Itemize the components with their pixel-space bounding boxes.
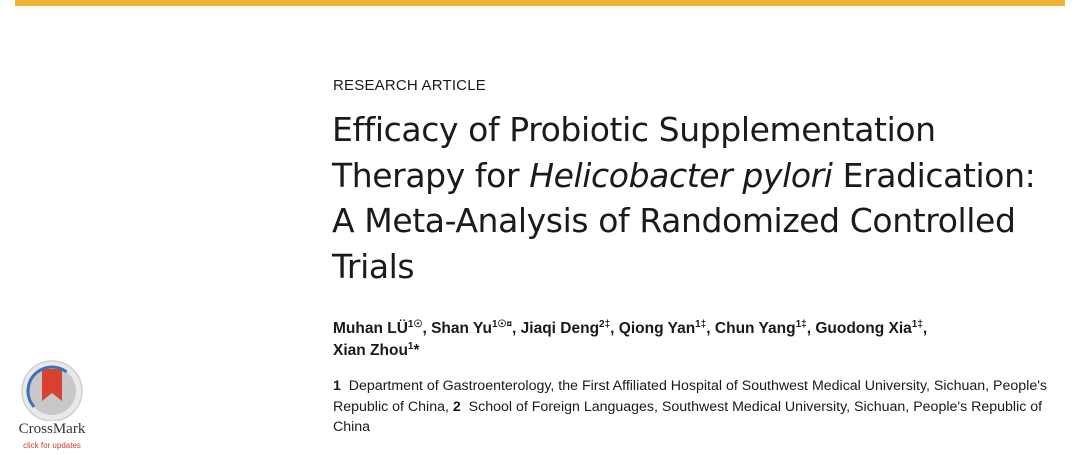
author-7[interactable]: Xian Zhou1: [333, 340, 414, 359]
author-2[interactable]: Shan Yu1☉¤: [431, 318, 513, 337]
affiliation-2-text: School of Foreign Languages, Southwest M…: [333, 398, 1043, 436]
author-list: Muhan LÜ1☉, Shan Yu1☉¤, Jiaqi Deng2‡, Qi…: [333, 318, 928, 359]
affiliation-1-number: 1: [333, 378, 341, 394]
title-part-2: Eradication: A Meta-Analysis of Randomiz…: [332, 155, 1036, 286]
author-3[interactable]: Jiaqi Deng2‡: [520, 318, 611, 337]
top-accent-bar: [15, 0, 1065, 6]
author-4[interactable]: Qiong Yan1‡: [618, 318, 707, 337]
author-6[interactable]: Guodong Xia1‡: [815, 318, 923, 337]
title-part-1: Efficacy of Probiotic Supplementation Th…: [332, 110, 936, 195]
article-type-label: RESEARCH ARTICLE: [333, 77, 486, 94]
crossmark-icon: [21, 360, 83, 421]
article-title: Efficacy of Probiotic Supplementation Th…: [332, 107, 1052, 289]
affiliation-2-number: 2: [452, 398, 461, 415]
author-5[interactable]: Chun Yang1‡: [714, 318, 807, 337]
affiliation-1-text: Department of Gastroenterology, the Firs…: [333, 378, 1048, 415]
crossmark-badge[interactable]: CrossMark click for updates: [8, 355, 96, 455]
title-italic-species: Helicobacter pylori: [529, 155, 833, 195]
affiliation-list: 1 Department of Gastroenterology, the Fi…: [333, 376, 1053, 438]
crossmark-sublabel: click for updates: [23, 441, 81, 450]
corresponding-author-mark: *: [413, 342, 420, 359]
crossmark-label: CrossMark: [18, 421, 86, 437]
author-1[interactable]: Muhan LÜ1☉: [333, 318, 423, 337]
